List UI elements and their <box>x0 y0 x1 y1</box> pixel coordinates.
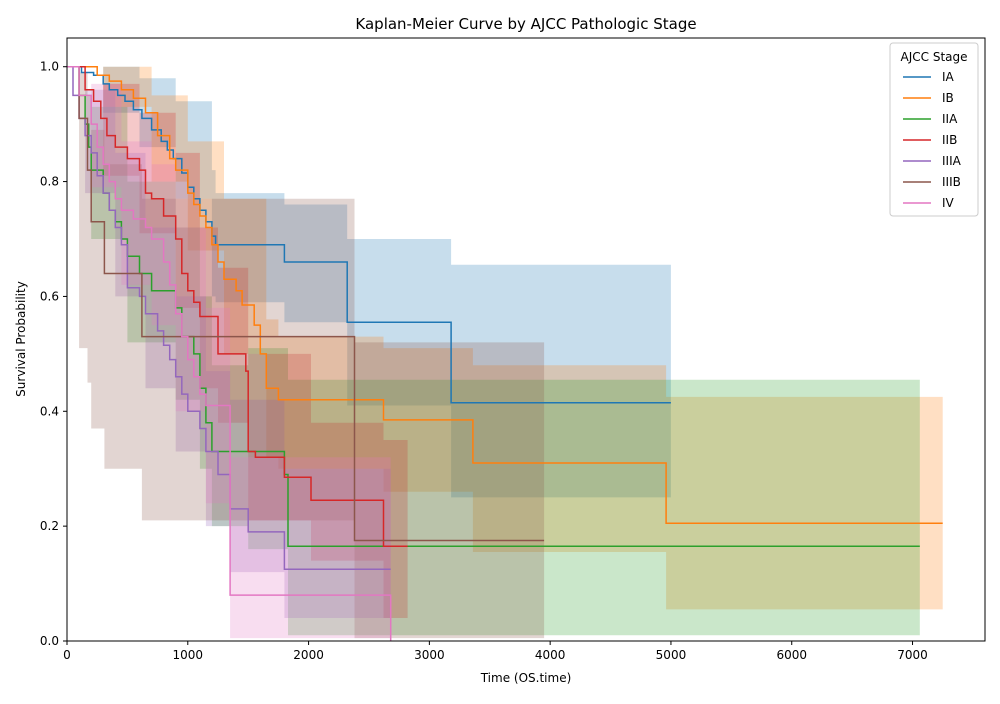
survival-curve-iv <box>67 65 392 641</box>
ci-band-iiib <box>67 66 545 639</box>
survival-curve-iiia <box>67 65 391 570</box>
x-axis: 0 1000 2000 3000 4000 5000 6000 7000 <box>63 641 928 662</box>
ci-band-iib <box>67 66 408 618</box>
legend-label-ib: IB <box>942 91 954 105</box>
y-axis-label: Survival Probability <box>14 281 28 397</box>
legend-label-iv: IV <box>942 196 955 210</box>
x-tick-label: 1000 <box>173 648 204 662</box>
y-tick-label: 0.6 <box>40 289 59 303</box>
survival-curves <box>67 65 943 641</box>
x-tick-label: 5000 <box>656 648 687 662</box>
ci-band-iiia <box>67 66 391 618</box>
legend-label-iiia: IIIA <box>942 154 962 168</box>
x-tick-label: 6000 <box>776 648 807 662</box>
legend-label-iib: IIB <box>942 133 957 147</box>
legend: AJCC Stage IA IB IIA IIB IIIA IIIB IV <box>889 42 979 217</box>
x-tick-label: 7000 <box>897 648 928 662</box>
plot-frame <box>66 37 986 642</box>
legend-items: IA IB IIA IIB IIIA IIIB IV <box>903 70 962 210</box>
x-tick-label: 0 <box>63 648 71 662</box>
x-tick-label: 2000 <box>293 648 324 662</box>
legend-label-iia: IIA <box>942 112 958 126</box>
y-tick-label: 0.8 <box>40 175 59 189</box>
y-tick-label: 0.0 <box>40 634 59 648</box>
x-axis-label: Time (OS.time) <box>480 671 572 685</box>
y-axis: 0.0 0.2 0.4 0.6 0.8 1.0 <box>40 60 67 648</box>
legend-label-iiib: IIIB <box>942 175 961 189</box>
chart-title: Kaplan-Meier Curve by AJCC Pathologic St… <box>355 15 696 33</box>
ci-band-ib <box>67 66 943 610</box>
legend-title: AJCC Stage <box>901 50 968 64</box>
ci-band-iia <box>67 66 920 636</box>
confidence-bands <box>67 66 943 639</box>
ci-band-ia <box>67 66 671 498</box>
survival-curve-iiib <box>67 65 545 542</box>
y-tick-label: 1.0 <box>40 60 59 74</box>
survival-curve-iib <box>67 65 408 547</box>
survival-curve-ib <box>67 65 943 525</box>
legend-box <box>889 42 979 217</box>
y-tick-label: 0.2 <box>40 519 59 533</box>
x-tick-label: 4000 <box>535 648 566 662</box>
ci-band-iv <box>67 66 391 639</box>
y-tick-label: 0.4 <box>40 404 59 418</box>
legend-label-ia: IA <box>942 70 955 84</box>
x-tick-label: 3000 <box>414 648 445 662</box>
